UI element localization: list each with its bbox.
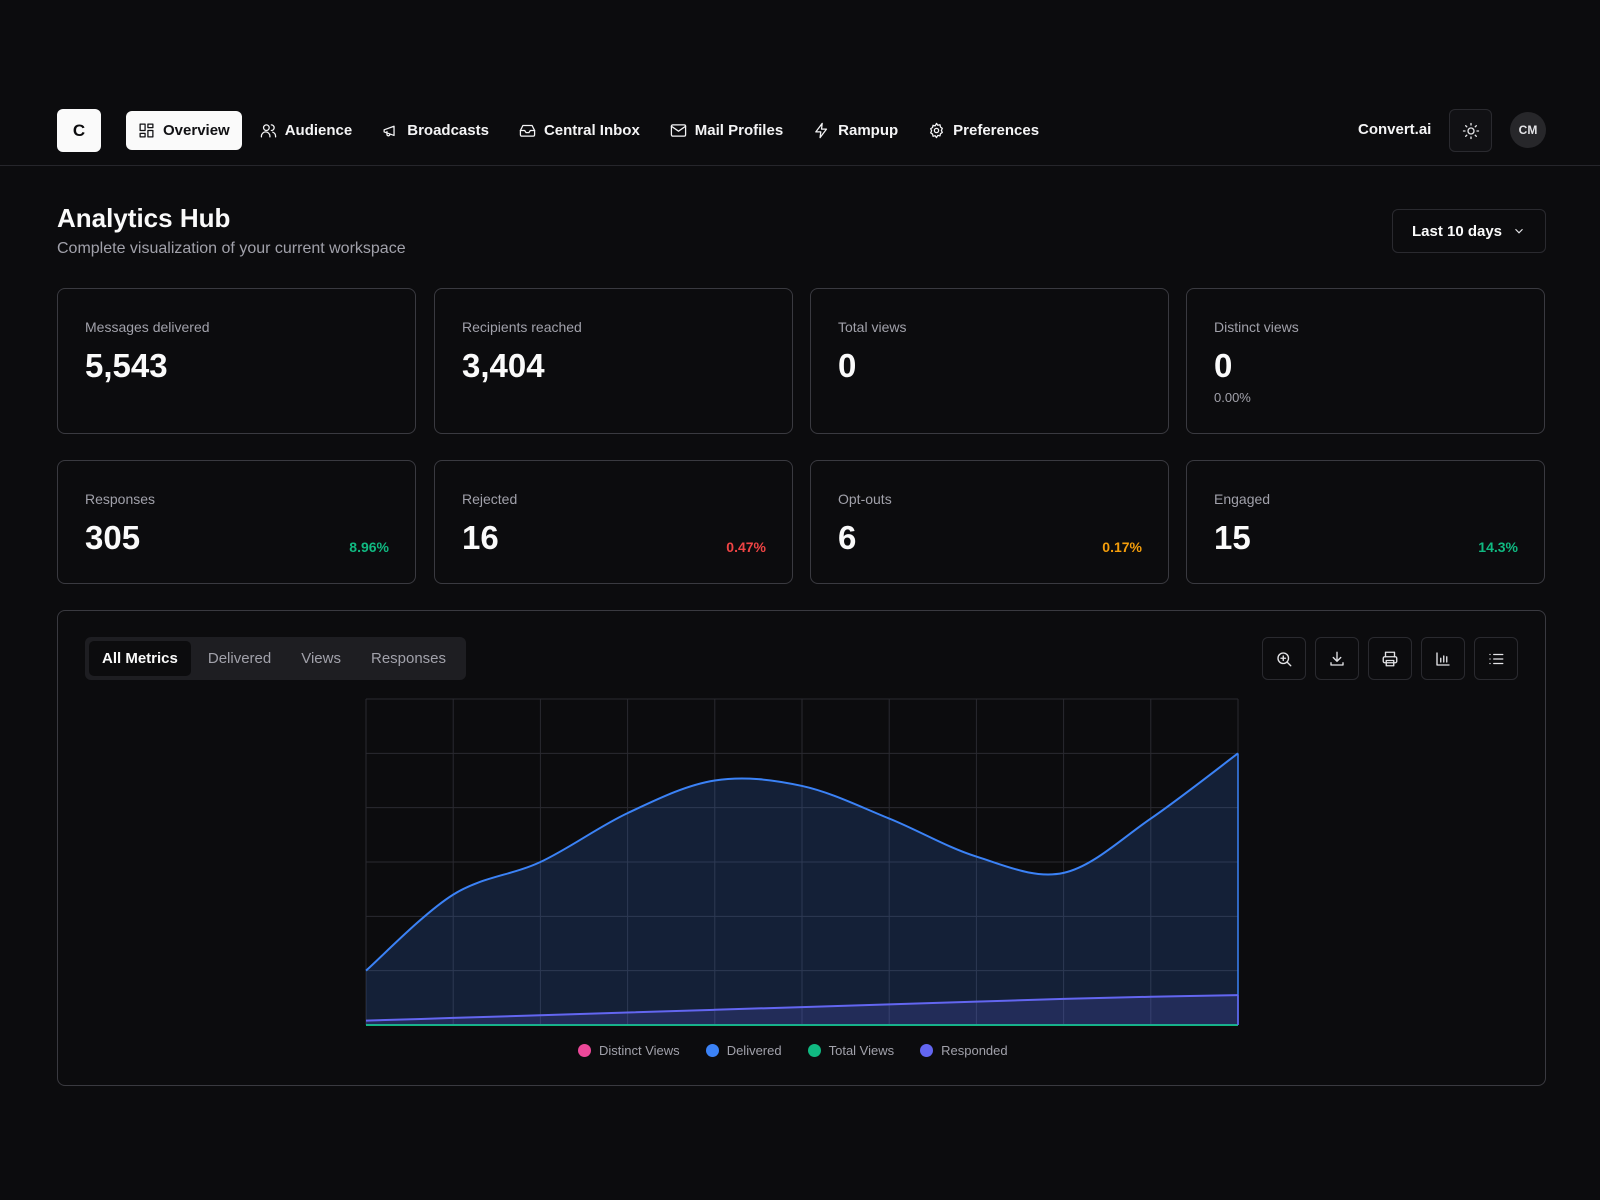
legend-label: Distinct Views <box>599 1043 680 1058</box>
stat-percentage: 0.47% <box>726 539 766 555</box>
nav-item-label: Rampup <box>838 122 899 139</box>
stat-card-total-views: Total views 0 <box>810 288 1169 434</box>
nav-item-label: Audience <box>284 122 353 139</box>
legend-label: Delivered <box>726 1043 782 1058</box>
stat-value: 15 <box>1214 519 1251 556</box>
print-button[interactable] <box>1368 637 1412 680</box>
avatar[interactable]: CM <box>1510 112 1546 148</box>
chart-toolbar <box>1262 637 1518 680</box>
nav-item-overview[interactable]: Overview <box>126 111 242 150</box>
stat-label: Opt-outs <box>838 491 892 507</box>
stat-card-distinct-views: Distinct views 0 0.00% <box>1186 288 1545 434</box>
legend-swatch <box>705 1044 719 1057</box>
nav-item-label: Mail Profiles <box>694 122 784 139</box>
avatar-initials: CM <box>1518 123 1538 137</box>
tab-delivered[interactable]: Delivered <box>207 650 272 667</box>
nav-item-preferences[interactable]: Preferences <box>916 111 1051 150</box>
legend-swatch <box>807 1044 821 1057</box>
bar-chart-icon <box>1436 651 1450 666</box>
series-line-responded <box>365 994 1239 1022</box>
nav-item-central-inbox[interactable]: Central Inbox <box>507 111 652 150</box>
stat-label: Total views <box>838 319 907 335</box>
nav-item-broadcasts[interactable]: Broadcasts <box>370 111 501 150</box>
stat-subtext: 0.00% <box>1214 390 1251 405</box>
legend-item-responded[interactable]: Responded <box>920 1043 1008 1058</box>
zoom-button[interactable] <box>1262 637 1306 680</box>
gear-icon <box>930 122 944 139</box>
legend-item-distinct-views[interactable]: Distinct Views <box>578 1043 680 1058</box>
stat-label: Distinct views <box>1214 319 1299 335</box>
metric-tabs: All Metrics Delivered Views Responses <box>85 637 466 680</box>
stat-card-opt-outs: Opt-outs 6 0.17% <box>810 460 1169 584</box>
stat-value: 0 <box>1214 347 1233 384</box>
nav-item-rampup[interactable]: Rampup <box>801 111 910 150</box>
stat-percentage: 14.3% <box>1478 539 1518 555</box>
chevron-down-icon <box>1515 228 1523 234</box>
top-navigation: C Overview Audience Broadcasts Central I… <box>0 100 1600 166</box>
print-icon <box>1382 651 1398 666</box>
stat-card-messages-delivered: Messages delivered 5,543 <box>57 288 416 434</box>
stat-percentage: 0.17% <box>1102 539 1142 555</box>
stat-value: 0 <box>838 347 857 384</box>
stat-card-engaged: Engaged 15 14.3% <box>1186 460 1545 584</box>
nav-item-label: Preferences <box>953 122 1040 139</box>
stat-card-responses: Responses 305 8.96% <box>57 460 416 584</box>
stat-label: Rejected <box>462 491 518 507</box>
users-icon <box>260 124 276 138</box>
stat-label: Recipients reached <box>462 319 582 335</box>
page-subtitle: Complete visualization of your current w… <box>57 240 406 257</box>
bar-chart-button[interactable] <box>1421 637 1465 680</box>
nav-item-audience[interactable]: Audience <box>248 111 365 150</box>
stat-value: 3,404 <box>462 347 545 384</box>
nav-item-label: Overview <box>163 122 230 139</box>
stat-value: 6 <box>838 519 857 556</box>
legend-swatch <box>578 1044 591 1057</box>
legend-label: Total Views <box>828 1043 895 1058</box>
list-icon <box>1489 653 1504 664</box>
date-range-select[interactable]: Last 10 days <box>1392 209 1546 253</box>
tab-all-metrics[interactable]: All Metrics <box>89 641 191 676</box>
main-nav: Overview Audience Broadcasts Central Inb… <box>126 111 1057 150</box>
lightning-icon <box>815 122 828 139</box>
stat-label: Engaged <box>1214 491 1271 507</box>
nav-item-label: Central Inbox <box>543 122 640 139</box>
date-range-label: Last 10 days <box>1411 222 1503 240</box>
legend-item-delivered[interactable]: Delivered <box>705 1043 782 1058</box>
grid-icon <box>139 123 154 138</box>
theme-toggle-button[interactable] <box>1449 109 1492 152</box>
stat-card-rejected: Rejected 16 0.47% <box>434 460 793 584</box>
stat-value: 305 <box>85 519 141 556</box>
stat-label: Responses <box>85 491 156 507</box>
stat-percentage: 8.96% <box>349 539 389 555</box>
legend-item-total-views[interactable]: Total Views <box>807 1043 895 1058</box>
workspace-name[interactable]: Convert.ai <box>1358 121 1432 138</box>
tab-views[interactable]: Views <box>301 650 341 667</box>
stat-card-recipients-reached: Recipients reached 3,404 <box>434 288 793 434</box>
legend-swatch <box>920 1044 934 1057</box>
inbox-icon <box>519 124 536 137</box>
zoom-in-icon <box>1277 651 1292 666</box>
legend-label: Responded <box>941 1043 1008 1058</box>
app-logo[interactable]: C <box>57 109 101 152</box>
megaphone-icon <box>383 125 395 137</box>
series-area-responded <box>366 995 1238 1025</box>
list-view-button[interactable] <box>1474 637 1518 680</box>
logo-letter: C <box>72 120 86 140</box>
sun-icon <box>1462 122 1479 139</box>
chart-legend: Distinct Views Delivered Total Views Res… <box>578 1043 1008 1058</box>
tab-responses[interactable]: Responses <box>370 650 447 667</box>
series-line-delivered <box>365 752 1239 972</box>
nav-item-mail-profiles[interactable]: Mail Profiles <box>658 111 795 150</box>
stat-value: 5,543 <box>85 347 168 384</box>
stat-label: Messages delivered <box>85 319 210 335</box>
download-button[interactable] <box>1315 637 1359 680</box>
download-icon <box>1330 651 1344 666</box>
chart-panel: All Metrics Delivered Views Responses Di… <box>57 610 1546 1086</box>
stat-value: 16 <box>462 519 499 556</box>
series-area-delivered <box>366 753 1238 1025</box>
mail-icon <box>670 124 687 137</box>
metrics-area-chart[interactable] <box>58 611 1545 1085</box>
page-title: Analytics Hub <box>57 203 231 233</box>
nav-item-label: Broadcasts <box>407 122 489 139</box>
